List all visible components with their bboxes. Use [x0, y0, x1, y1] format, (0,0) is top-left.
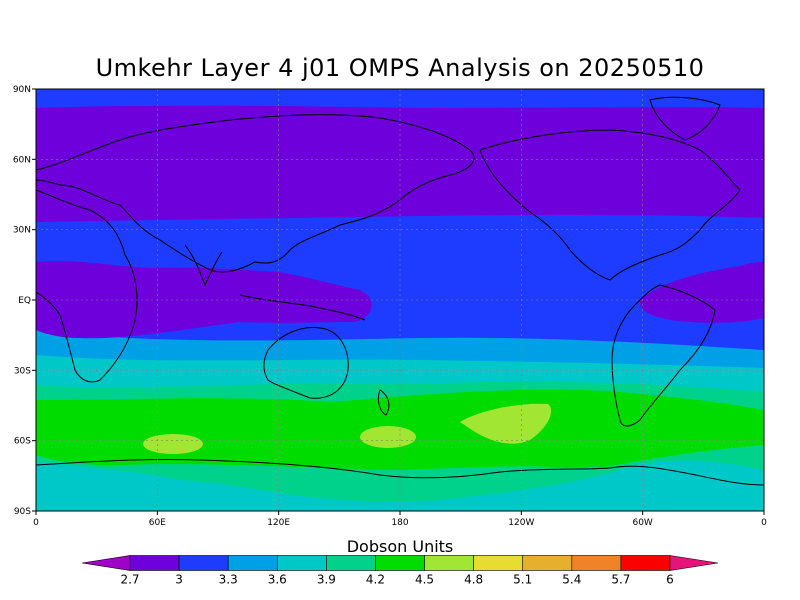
colorbar-label: 6 [666, 573, 674, 587]
coast-eurasia [36, 114, 475, 273]
x-tick-label: 120W [508, 518, 534, 528]
colorbar-box [227, 555, 278, 571]
colorbar-box [571, 555, 622, 571]
x-tick-label: 0 [33, 518, 39, 528]
y-tick-label: 30N [13, 226, 31, 236]
colorbar-label: 4.8 [464, 573, 483, 587]
band-antarctic [36, 460, 764, 511]
colorbar-label: 2.7 [120, 573, 139, 587]
colorbar-label: 3 [175, 573, 183, 587]
band-tropics-east [639, 262, 764, 323]
colorbar-box [276, 555, 327, 571]
grid-lines [36, 89, 764, 511]
coast-nz [377, 389, 390, 416]
y-tick-label: 60N [13, 155, 31, 165]
page-title: Umkehr Layer 4 j01 OMPS Analysis on 2025… [95, 54, 705, 82]
coast-south-america [611, 284, 716, 427]
colorbar-label: 3.3 [219, 573, 238, 587]
colorbar-title: Dobson Units [347, 537, 454, 556]
x-tick-label: 60W [632, 518, 652, 528]
band-north-2.7 [36, 105, 764, 222]
max-60e [143, 434, 203, 454]
colorbar-label: 4.5 [415, 573, 434, 587]
coast-india [184, 244, 223, 287]
coast-antarctica [36, 458, 764, 486]
y-tick-label: 90N [13, 85, 31, 95]
coastlines [36, 96, 764, 486]
colorbar-label: 4.2 [366, 573, 385, 587]
colorbar-high-triangle [669, 555, 719, 571]
x-tick-label: 60E [149, 518, 166, 528]
x-tick-label: 180 [391, 518, 408, 528]
x-tick-label: 120E [267, 518, 290, 528]
colorbar-box [522, 555, 573, 571]
y-tick-label: 60S [14, 437, 31, 447]
colorbar-label: 5.1 [513, 573, 532, 587]
coast-greenland [649, 96, 721, 141]
colorbar-label: 3.9 [317, 573, 336, 587]
colorbar-label: 5.4 [562, 573, 581, 587]
y-tick-label: 90S [14, 507, 31, 517]
coast-africa [36, 189, 138, 383]
colorbar-box [375, 555, 425, 571]
colorbar-label: 5.7 [611, 573, 630, 587]
colorbar-label: 3.6 [268, 573, 287, 587]
axes: 0 60E 120E 180 120W 60W 0 90N 60N 30N EQ 30S 60S 90S [13, 85, 767, 528]
colorbar-box [620, 555, 671, 571]
x-tick-label: 0 [761, 518, 767, 528]
coast-north-america [479, 129, 741, 281]
coast-indonesia [239, 294, 366, 321]
band-antarctic-inner [130, 466, 600, 491]
colorbar-low-triangle [81, 555, 131, 571]
colorbar-box [473, 555, 524, 571]
colorbar-box [326, 555, 376, 571]
colorbar: Dobson Units 2.7 3 3.3 3.6 3.9 4.2 4.5 4.8 5.1 5.… [81, 537, 719, 587]
colorbar-box [178, 555, 229, 571]
coast-australia [263, 326, 349, 399]
max-130w [460, 403, 552, 444]
colorbar-box [424, 555, 474, 571]
y-tick-label: EQ [18, 296, 31, 306]
y-tick-label: 30S [14, 366, 31, 376]
max-170e [360, 426, 416, 448]
colorbar-box [129, 555, 180, 571]
band-tropics-west [36, 260, 372, 339]
